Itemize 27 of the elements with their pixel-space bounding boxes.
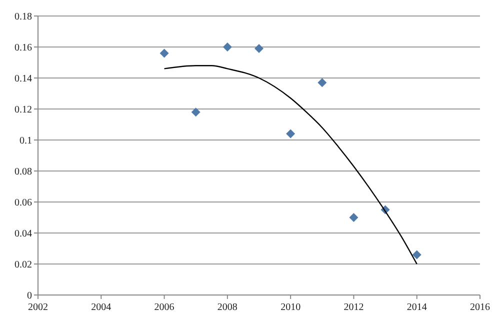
- y-tick-label: 0.16: [14, 42, 32, 54]
- x-tick-label: 2008: [217, 302, 238, 313]
- point: [254, 44, 264, 54]
- point: [318, 78, 327, 88]
- x-tick-label: 2010: [280, 302, 301, 313]
- x-tick-label: 2014: [406, 302, 427, 313]
- y-tick-label: 0.12: [14, 104, 32, 116]
- x-tick-label: 2012: [344, 302, 364, 313]
- x-tick-label: 2006: [154, 302, 174, 313]
- y-tick-label: 0.02: [14, 260, 32, 270]
- point: [286, 129, 296, 138]
- y-tick-label: 0.04: [14, 228, 32, 240]
- x-tick-label: 2002: [28, 302, 48, 313]
- y-tick-label: 0.18: [14, 12, 32, 22]
- point: [349, 213, 358, 222]
- x-tick-label: 2016: [470, 302, 490, 313]
- line-series: [164, 65, 418, 265]
- y-tick-label: 0.08: [14, 166, 32, 178]
- point: [191, 108, 200, 117]
- y-tick-label: 0.14: [14, 74, 32, 84]
- y-tick-label: 0.1: [20, 136, 32, 146]
- x-tick-label: 2004: [91, 302, 112, 313]
- point: [222, 42, 232, 52]
- y-tick-label: 0.06: [14, 198, 32, 208]
- point: [160, 48, 169, 58]
- y-tick-label: 0: [27, 290, 32, 302]
- point: [412, 250, 422, 260]
